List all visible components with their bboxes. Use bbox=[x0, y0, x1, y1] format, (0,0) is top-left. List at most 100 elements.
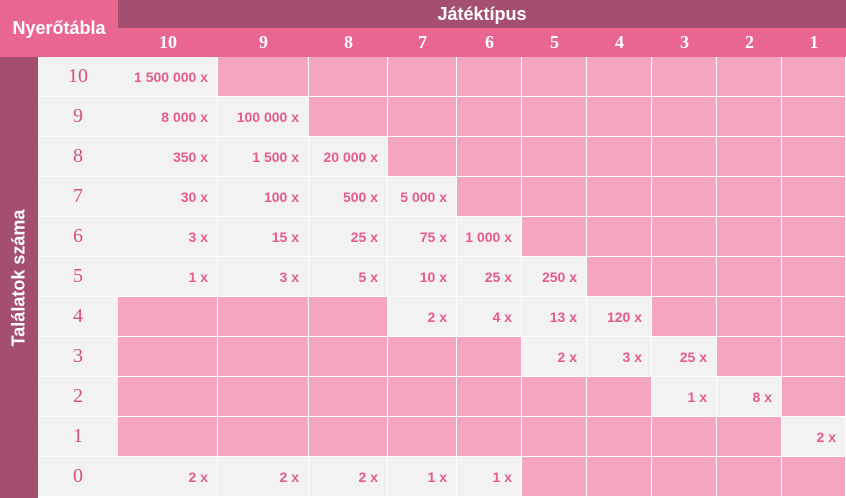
empty-cell bbox=[652, 257, 717, 297]
column-header: 6 bbox=[457, 28, 522, 57]
empty-cell bbox=[652, 457, 717, 497]
prize-multiplier-cell: 2 x bbox=[388, 297, 457, 337]
empty-cell bbox=[782, 257, 846, 297]
empty-cell bbox=[652, 57, 717, 97]
empty-cell bbox=[652, 417, 717, 457]
prize-multiplier-cell: 4 x bbox=[457, 297, 522, 337]
row-header: 0 bbox=[38, 457, 118, 497]
prize-multiplier-cell: 2 x bbox=[309, 457, 388, 497]
hits-count-header: Találatok száma bbox=[0, 57, 38, 498]
prize-multiplier-cell: 13 x bbox=[522, 297, 587, 337]
empty-cell bbox=[388, 337, 457, 377]
empty-cell bbox=[782, 137, 846, 177]
column-header: 10 bbox=[118, 28, 218, 57]
empty-cell bbox=[218, 297, 309, 337]
empty-cell bbox=[782, 177, 846, 217]
prize-multiplier-cell: 350 x bbox=[118, 137, 218, 177]
prize-multiplier-cell: 30 x bbox=[118, 177, 218, 217]
empty-cell bbox=[717, 57, 782, 97]
column-header: 4 bbox=[587, 28, 652, 57]
row-header: 9 bbox=[38, 97, 118, 137]
empty-cell bbox=[782, 457, 846, 497]
empty-cell bbox=[118, 297, 218, 337]
prize-multiplier-cell: 8 x bbox=[717, 377, 782, 417]
prize-multiplier-cell: 3 x bbox=[118, 217, 218, 257]
prize-multiplier-cell: 1 500 000 x bbox=[118, 57, 218, 97]
prize-multiplier-cell: 8 000 x bbox=[118, 97, 218, 137]
empty-cell bbox=[388, 417, 457, 457]
empty-cell bbox=[652, 137, 717, 177]
prize-multiplier-cell: 20 000 x bbox=[309, 137, 388, 177]
prize-multiplier-cell: 120 x bbox=[587, 297, 652, 337]
prize-multiplier-cell: 1 000 x bbox=[457, 217, 522, 257]
empty-cell bbox=[717, 177, 782, 217]
empty-cell bbox=[587, 377, 652, 417]
row-header: 10 bbox=[38, 57, 118, 97]
empty-cell bbox=[309, 417, 388, 457]
prize-multiplier-cell: 2 x bbox=[118, 457, 218, 497]
empty-cell bbox=[782, 297, 846, 337]
prize-multiplier-cell: 5 x bbox=[309, 257, 388, 297]
empty-cell bbox=[522, 177, 587, 217]
empty-cell bbox=[118, 377, 218, 417]
prize-multiplier-cell: 1 x bbox=[118, 257, 218, 297]
empty-cell bbox=[587, 97, 652, 137]
empty-cell bbox=[309, 57, 388, 97]
prize-multiplier-cell: 2 x bbox=[782, 417, 846, 457]
empty-cell bbox=[522, 137, 587, 177]
prize-multiplier-cell: 1 x bbox=[457, 457, 522, 497]
column-header: 8 bbox=[309, 28, 388, 57]
empty-cell bbox=[717, 257, 782, 297]
empty-cell bbox=[309, 297, 388, 337]
empty-cell bbox=[587, 57, 652, 97]
column-header: 2 bbox=[717, 28, 782, 57]
prize-multiplier-cell: 1 x bbox=[388, 457, 457, 497]
empty-cell bbox=[652, 97, 717, 137]
table-corner-label: Nyerőtábla bbox=[0, 0, 118, 57]
empty-cell bbox=[587, 257, 652, 297]
prize-multiplier-cell: 3 x bbox=[587, 337, 652, 377]
empty-cell bbox=[457, 177, 522, 217]
empty-cell bbox=[522, 417, 587, 457]
prize-multiplier-cell: 25 x bbox=[652, 337, 717, 377]
prize-multiplier-cell: 500 x bbox=[309, 177, 388, 217]
column-header: 7 bbox=[388, 28, 457, 57]
empty-cell bbox=[522, 217, 587, 257]
empty-cell bbox=[717, 137, 782, 177]
prize-multiplier-cell: 1 500 x bbox=[218, 137, 309, 177]
prize-multiplier-cell: 10 x bbox=[388, 257, 457, 297]
column-header: 9 bbox=[218, 28, 309, 57]
empty-cell bbox=[587, 217, 652, 257]
prize-multiplier-cell: 75 x bbox=[388, 217, 457, 257]
empty-cell bbox=[457, 97, 522, 137]
game-type-header: Játéktípus bbox=[118, 0, 846, 28]
empty-cell bbox=[782, 337, 846, 377]
empty-cell bbox=[782, 97, 846, 137]
empty-cell bbox=[717, 457, 782, 497]
empty-cell bbox=[717, 297, 782, 337]
empty-cell bbox=[782, 377, 846, 417]
empty-cell bbox=[218, 57, 309, 97]
row-header: 1 bbox=[38, 417, 118, 457]
row-header: 7 bbox=[38, 177, 118, 217]
empty-cell bbox=[782, 57, 846, 97]
empty-cell bbox=[587, 177, 652, 217]
prize-multiplier-cell: 15 x bbox=[218, 217, 309, 257]
empty-cell bbox=[587, 457, 652, 497]
column-header: 5 bbox=[522, 28, 587, 57]
empty-cell bbox=[457, 337, 522, 377]
row-header: 5 bbox=[38, 257, 118, 297]
empty-cell bbox=[309, 337, 388, 377]
empty-cell bbox=[522, 457, 587, 497]
empty-cell bbox=[717, 417, 782, 457]
column-header: 1 bbox=[782, 28, 846, 57]
prize-multiplier-cell: 100 x bbox=[218, 177, 309, 217]
empty-cell bbox=[388, 57, 457, 97]
prize-multiplier-cell: 25 x bbox=[457, 257, 522, 297]
empty-cell bbox=[388, 377, 457, 417]
empty-cell bbox=[218, 337, 309, 377]
empty-cell bbox=[309, 97, 388, 137]
empty-cell bbox=[717, 217, 782, 257]
empty-cell bbox=[457, 137, 522, 177]
